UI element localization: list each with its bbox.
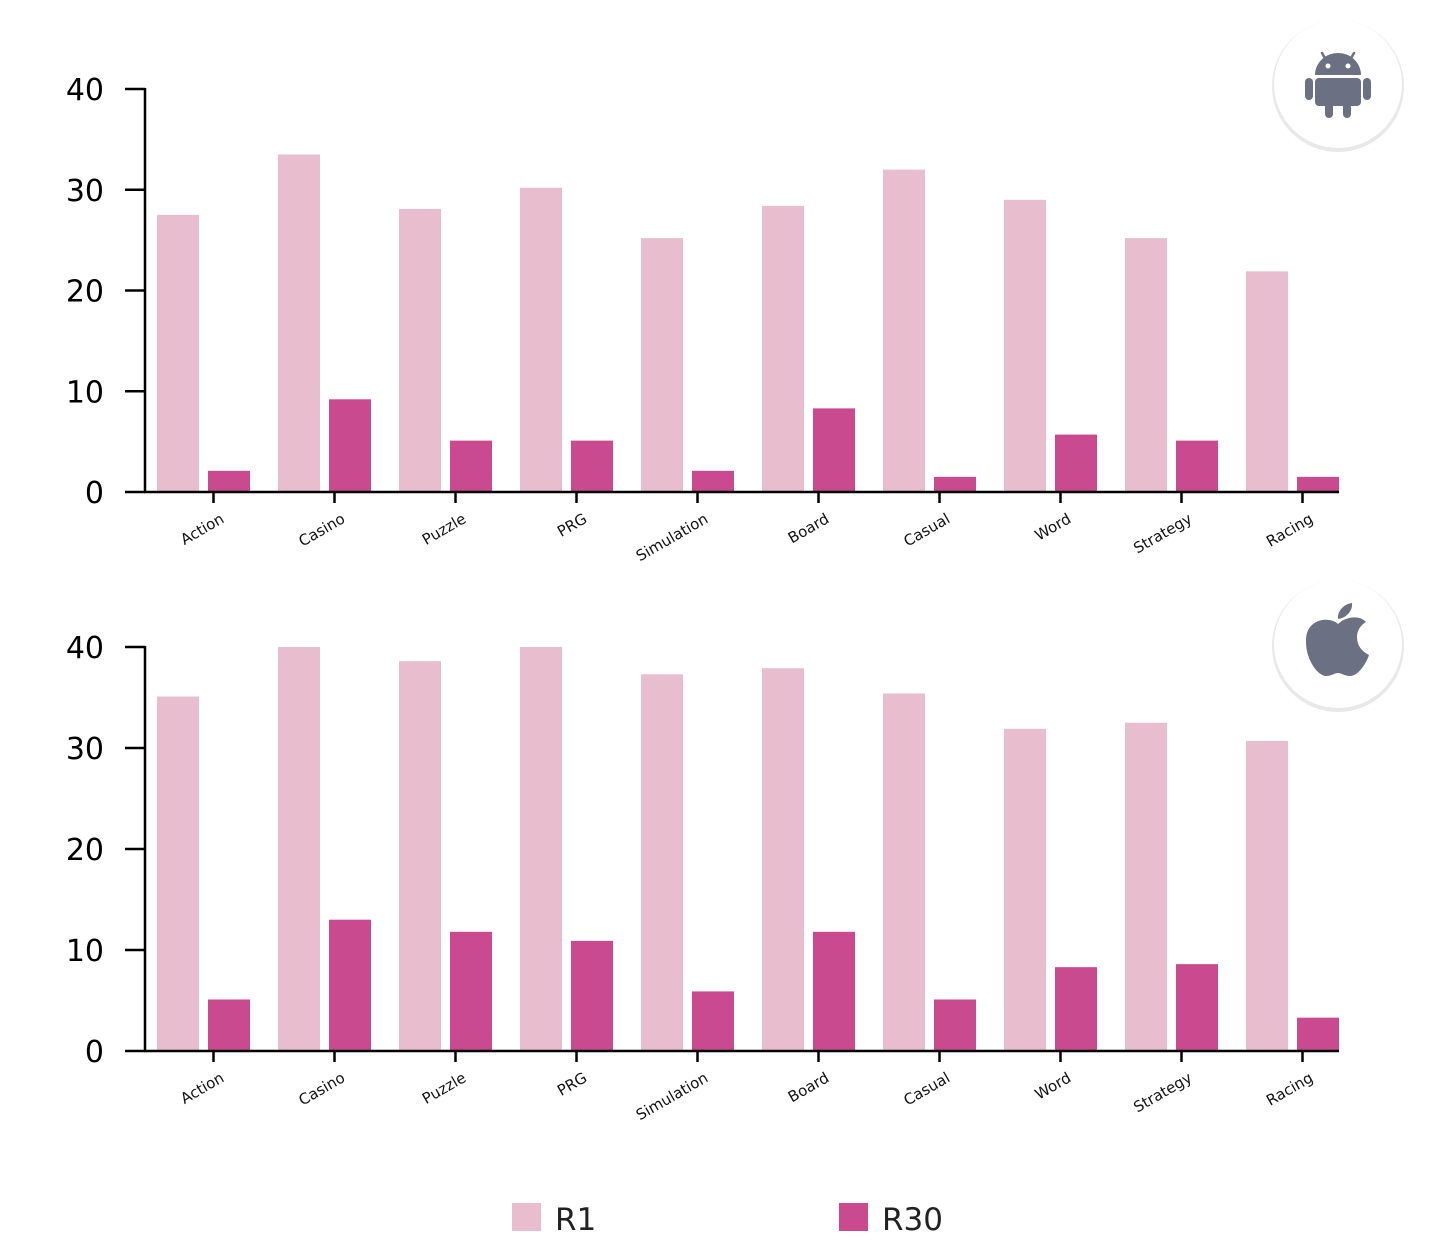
bar-r30-strategy: [1176, 964, 1218, 1051]
bar-r30-casino: [329, 919, 371, 1051]
bar-r30-board: [813, 931, 855, 1051]
y-tick-label: 20: [66, 275, 104, 310]
bar-r30-board: [813, 408, 855, 492]
legend-swatch-r30: [839, 1203, 868, 1231]
bar-r30-puzzle: [450, 440, 492, 492]
y-tick-label: 0: [85, 476, 104, 511]
bar-r30-action: [208, 999, 250, 1051]
x-category-label: Casual: [900, 1069, 953, 1110]
bar-r1-simulation: [641, 238, 683, 492]
legend-label-r30: R30: [882, 1202, 943, 1238]
apple-icon: [1305, 603, 1369, 676]
bar-r30-simulation: [692, 991, 734, 1051]
y-tick-label: 20: [66, 833, 104, 868]
x-category-label: Board: [785, 1069, 832, 1107]
ios-chart-panel: 0 10 20 30 40 Action Casino Puzzle PRG Simulation…: [66, 631, 1339, 1124]
x-category-label: Casino: [296, 1069, 349, 1110]
x-category-label: Racing: [1263, 510, 1316, 551]
bar-r30-racing: [1297, 476, 1339, 492]
x-category-label: Puzzle: [419, 510, 469, 549]
bar-r1-word: [1004, 199, 1046, 492]
x-category-label: Strategy: [1130, 1069, 1195, 1117]
bar-r1-board: [762, 205, 804, 492]
y-tick-label: 30: [66, 732, 104, 767]
x-category-label: Word: [1032, 1069, 1074, 1104]
bar-r1-puzzle: [399, 661, 441, 1051]
bar-r30-strategy: [1176, 440, 1218, 492]
y-tick-label: 0: [85, 1035, 104, 1070]
x-category-label: Casino: [296, 510, 349, 551]
bar-r1-action: [157, 696, 199, 1051]
bar-r1-casino: [278, 647, 320, 1051]
bar-r1-strategy: [1125, 238, 1167, 492]
x-category-label: PRG: [554, 510, 590, 541]
y-tick-label: 10: [66, 934, 104, 969]
bar-r1-racing: [1246, 271, 1288, 492]
x-category-label: Simulation: [633, 510, 711, 566]
bar-r30-word: [1055, 434, 1097, 492]
bar-r1-racing: [1246, 740, 1288, 1051]
y-tick-label: 10: [66, 375, 104, 410]
bar-r1-prg: [520, 187, 562, 493]
bar-r30-puzzle: [450, 931, 492, 1051]
bar-r1-board: [762, 668, 804, 1051]
bar-r1-action: [157, 214, 199, 492]
x-category-label: Racing: [1263, 1069, 1316, 1110]
bar-r1-puzzle: [399, 208, 441, 492]
bar-r30-racing: [1297, 1017, 1339, 1051]
bar-r30-casual: [934, 476, 976, 492]
bar-r30-action: [208, 470, 250, 492]
android-badge: [1272, 20, 1404, 152]
legend: R1 R30: [512, 1202, 943, 1238]
x-category-label: Strategy: [1130, 510, 1195, 558]
x-category-label: Board: [785, 510, 832, 548]
x-category-label: Word: [1032, 510, 1074, 545]
bar-r1-casino: [278, 154, 320, 493]
android-icon: [1305, 51, 1371, 118]
y-tick-label: 30: [66, 174, 104, 209]
bar-r1-casual: [883, 693, 925, 1051]
bar-r30-casual: [934, 999, 976, 1051]
android-chart-panel: 0 10 20 30 40 Action Casino Puzzle PRG Simulation…: [66, 73, 1339, 565]
bar-r30-casino: [329, 399, 371, 492]
legend-swatch-r1: [512, 1203, 541, 1231]
bar-r30-prg: [571, 940, 613, 1051]
x-category-label: PRG: [554, 1069, 590, 1100]
y-tick-label: 40: [66, 631, 104, 666]
legend-label-r1: R1: [555, 1202, 596, 1238]
bar-r1-strategy: [1125, 722, 1167, 1051]
x-category-label: Puzzle: [419, 1069, 469, 1108]
apple-badge: [1272, 580, 1404, 712]
bar-r1-casual: [883, 169, 925, 492]
bar-r30-simulation: [692, 470, 734, 492]
y-tick-label: 40: [66, 73, 104, 108]
bar-r1-simulation: [641, 674, 683, 1051]
x-category-label: Simulation: [633, 1069, 711, 1125]
bar-r1-prg: [520, 647, 562, 1051]
x-category-label: Action: [177, 1069, 227, 1108]
bar-r30-word: [1055, 967, 1097, 1051]
x-category-label: Action: [177, 510, 227, 549]
bar-r1-word: [1004, 728, 1046, 1051]
bar-r30-prg: [571, 440, 613, 492]
x-category-label: Casual: [900, 510, 953, 551]
